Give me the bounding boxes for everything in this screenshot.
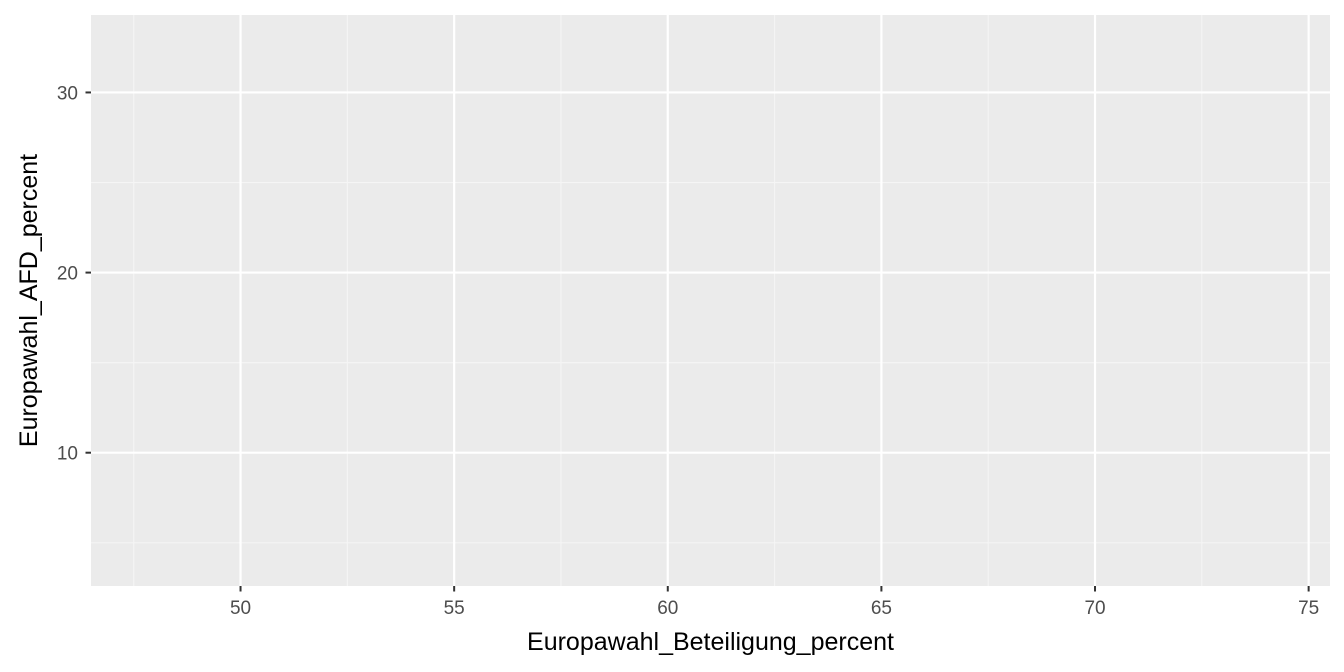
x-axis: 50 55 60 65 70 75: [230, 586, 1319, 619]
y-axis: 10 20 30: [57, 83, 91, 465]
y-tick-label: 20: [57, 264, 78, 285]
y-tick-label: 30: [57, 83, 78, 104]
x-tick-label: 55: [444, 598, 465, 619]
grid-minor: [91, 15, 1330, 586]
grid-major: [91, 15, 1330, 586]
plot-panel: [91, 15, 1330, 586]
x-tick-label: 65: [871, 598, 892, 619]
x-tick-label: 75: [1298, 598, 1319, 619]
y-axis-title: Europawahl_AFD_percent: [15, 154, 43, 447]
x-axis-title: Europawahl_Beteiligung_percent: [527, 628, 894, 656]
x-tick-label: 50: [230, 598, 251, 619]
x-tick-label: 60: [657, 598, 678, 619]
y-tick-label: 10: [57, 444, 78, 465]
x-tick-label: 70: [1084, 598, 1105, 619]
